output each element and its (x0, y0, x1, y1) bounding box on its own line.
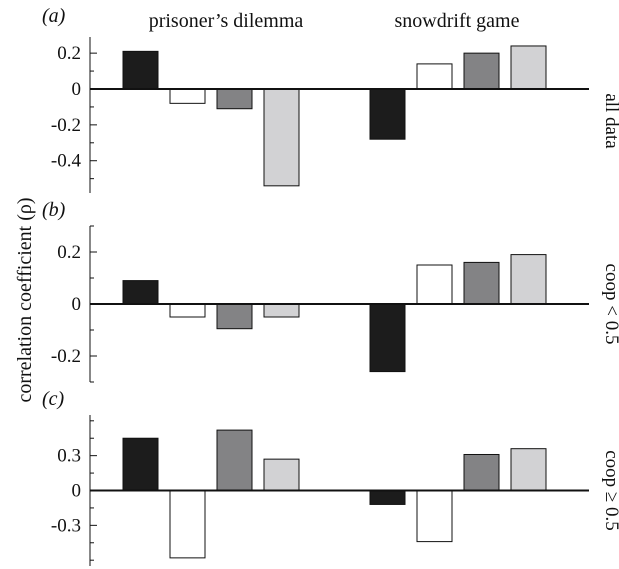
bar-pd-series-2 (169, 490, 206, 559)
y-axis-label: correlation coefficient (ρ) (14, 197, 36, 402)
y-tick-label: 0 (72, 294, 82, 315)
panel-side-label: all data (601, 93, 619, 149)
chart-panels: -0.4 -0.2 0 0.2 (a) all data -0.2 0 0.2 (b) coop <… (42, 5, 619, 566)
bar-pd-series-3 (216, 429, 253, 492)
bar-sd-series-4 (510, 45, 547, 90)
y-tick-label: 0 (72, 79, 82, 100)
panel-letter: (b) (42, 199, 66, 221)
panel-side-label: coop ≥ 0.5 (601, 450, 619, 531)
bar-pd-series-2 (169, 88, 206, 104)
bar-sd-series-1 (369, 88, 406, 140)
bar-sd-series-3 (463, 52, 500, 90)
chart-panel-1: -0.4 -0.2 0 0.2 (a) all data (42, 5, 619, 193)
bar-sd-series-3 (463, 261, 500, 305)
bar-sd-series-2 (416, 490, 453, 543)
bar-pd-series-1 (122, 50, 159, 90)
panel-letter: (a) (42, 5, 66, 27)
group-title-prisoners-dilemma: prisoner’s dilemma (149, 10, 304, 32)
bar-sd-series-3 (463, 453, 500, 491)
y-tick-label: 0 (72, 481, 82, 502)
bar-pd-series-2 (169, 303, 206, 318)
bar-sd-series-1 (369, 490, 406, 505)
bar-pd-series-4 (263, 88, 300, 187)
chart-panel-2: -0.2 0 0.2 (b) coop < 0.5 (42, 199, 619, 383)
bar-pd-series-1 (122, 437, 159, 492)
bar-pd-series-3 (216, 88, 253, 110)
y-tick-label: -0.2 (51, 346, 81, 367)
y-tick-label: 0.3 (57, 446, 81, 467)
bar-sd-series-2 (416, 63, 453, 90)
bar-pd-series-4 (263, 303, 300, 318)
bar-sd-series-4 (510, 254, 547, 305)
bar-pd-series-1 (122, 280, 159, 305)
bar-sd-series-1 (369, 303, 406, 373)
group-title-snowdrift-game: snowdrift game (395, 10, 520, 32)
y-tick-label: 0.2 (57, 242, 81, 263)
bar-pd-series-4 (263, 458, 300, 491)
y-tick-label: -0.2 (51, 115, 81, 136)
bar-pd-series-3 (216, 303, 253, 330)
bar-sd-series-2 (416, 264, 453, 305)
panel-side-label: coop < 0.5 (601, 264, 619, 345)
y-tick-label: 0.2 (57, 43, 81, 64)
y-tick-label: -0.4 (51, 151, 82, 172)
y-tick-label: -0.3 (51, 515, 81, 536)
chart-panel-3: -0.3 0 0.3 (c) coop ≥ 0.5 (42, 388, 619, 566)
panel-letter: (c) (42, 388, 65, 410)
bar-sd-series-4 (510, 448, 547, 491)
